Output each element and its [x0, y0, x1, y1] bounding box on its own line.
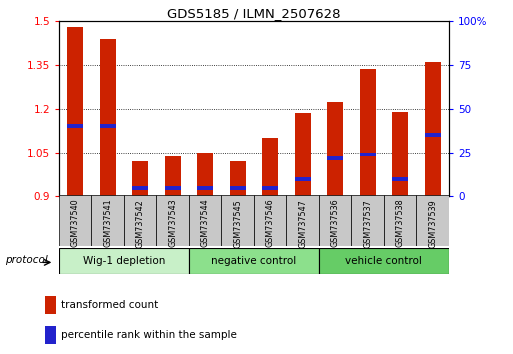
Bar: [197, 186, 213, 190]
Bar: [59, 195, 91, 246]
Bar: [384, 195, 417, 246]
Bar: [100, 125, 116, 128]
Bar: [222, 195, 254, 246]
Bar: [156, 195, 189, 246]
Bar: [319, 248, 449, 274]
Bar: [294, 113, 311, 196]
Text: GSM737547: GSM737547: [298, 199, 307, 247]
Text: protocol: protocol: [5, 255, 48, 265]
Text: GSM737536: GSM737536: [331, 199, 340, 247]
Bar: [165, 186, 181, 190]
Bar: [67, 27, 83, 196]
Bar: [294, 177, 311, 181]
Text: GSM737539: GSM737539: [428, 199, 437, 247]
Bar: [91, 195, 124, 246]
Text: GSM737543: GSM737543: [168, 199, 177, 247]
Bar: [254, 195, 286, 246]
Bar: [189, 248, 319, 274]
Bar: [319, 195, 351, 246]
Text: GSM737537: GSM737537: [363, 199, 372, 247]
Text: percentile rank within the sample: percentile rank within the sample: [61, 330, 237, 341]
Bar: [360, 69, 376, 196]
Bar: [360, 153, 376, 156]
Bar: [132, 186, 148, 190]
Bar: [165, 155, 181, 196]
Title: GDS5185 / ILMN_2507628: GDS5185 / ILMN_2507628: [167, 7, 341, 20]
Bar: [286, 195, 319, 246]
Bar: [392, 177, 408, 181]
Bar: [327, 156, 343, 160]
Text: vehicle control: vehicle control: [345, 256, 422, 266]
Bar: [262, 186, 278, 190]
Text: GSM737541: GSM737541: [103, 199, 112, 247]
Bar: [392, 112, 408, 196]
Bar: [424, 62, 441, 196]
Bar: [45, 296, 56, 314]
Bar: [124, 195, 156, 246]
Bar: [45, 326, 56, 344]
Bar: [351, 195, 384, 246]
Text: negative control: negative control: [211, 256, 297, 266]
Bar: [100, 39, 116, 196]
Text: GSM737544: GSM737544: [201, 199, 210, 247]
Bar: [197, 153, 213, 196]
Text: GSM737542: GSM737542: [136, 199, 145, 247]
Bar: [229, 186, 246, 190]
Bar: [132, 161, 148, 196]
Text: GSM737545: GSM737545: [233, 199, 242, 247]
Bar: [417, 195, 449, 246]
Bar: [229, 161, 246, 196]
Bar: [327, 102, 343, 196]
Bar: [262, 138, 278, 196]
Text: GSM737538: GSM737538: [396, 199, 405, 247]
Text: Wig-1 depletion: Wig-1 depletion: [83, 256, 165, 266]
Bar: [189, 195, 222, 246]
Bar: [424, 133, 441, 137]
Text: GSM737540: GSM737540: [71, 199, 80, 247]
Bar: [67, 125, 83, 128]
Bar: [59, 248, 189, 274]
Text: GSM737546: GSM737546: [266, 199, 274, 247]
Text: transformed count: transformed count: [61, 300, 159, 310]
